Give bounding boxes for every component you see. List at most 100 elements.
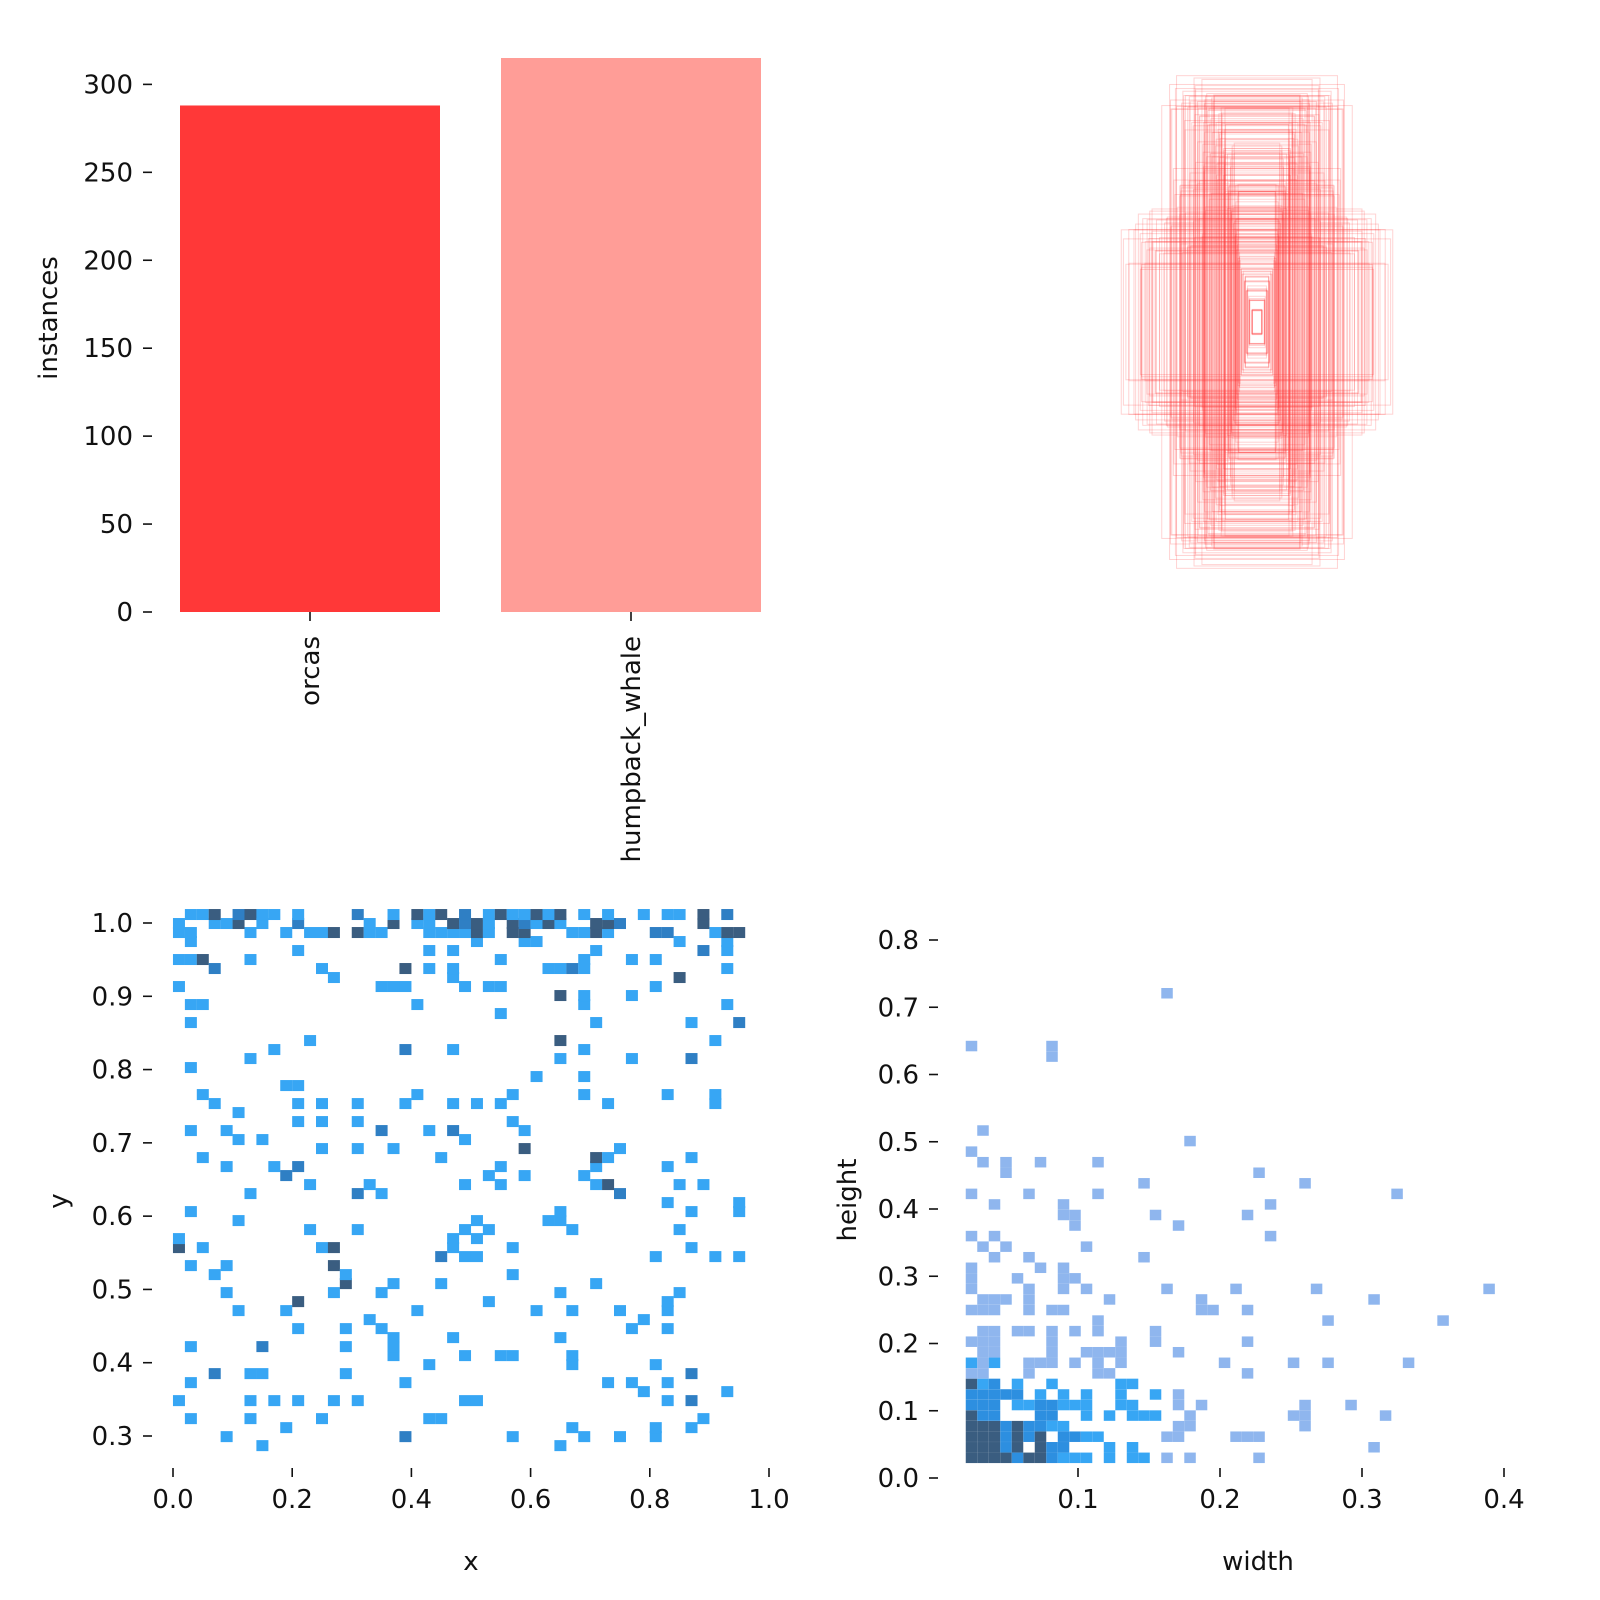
wh-heatmap-cell — [1172, 1399, 1185, 1411]
label-box — [1233, 152, 1281, 492]
wh-heatmap-cell — [1092, 1368, 1104, 1379]
wh-heatmap-cell — [1011, 1325, 1024, 1337]
wh-heatmap-cell — [1057, 1283, 1070, 1295]
xy-heatmap-cell — [721, 927, 734, 939]
wh-heatmap-cell — [1046, 1051, 1058, 1062]
xy-heatmap-cell — [625, 1323, 638, 1335]
xy-y-tick-label: 0.4 — [92, 1349, 133, 1379]
xy-heatmap-cell — [196, 954, 209, 966]
xy-heatmap-cell — [649, 1431, 662, 1443]
xy-x-axis-label: x — [463, 1547, 478, 1577]
wh-heatmap-cell — [1069, 1209, 1081, 1221]
label-box — [1248, 299, 1266, 345]
wh-heatmap-cell — [1023, 1283, 1035, 1295]
xy-heatmap-cell — [316, 1413, 328, 1425]
xy-heatmap-cell — [602, 1179, 615, 1191]
wh-heatmap-cell — [1023, 1294, 1035, 1305]
wh-heatmap-cell — [1184, 1420, 1196, 1432]
xy-heatmap-cell — [327, 972, 340, 984]
label-box — [1237, 243, 1277, 401]
xy-heatmap-cell — [363, 927, 376, 939]
wh-heatmap-cell — [988, 1346, 1001, 1358]
xy-heatmap-cell — [566, 1350, 579, 1362]
xy-heatmap-cell — [184, 1062, 197, 1074]
label-box — [1219, 168, 1295, 476]
label-box — [1204, 102, 1310, 542]
wh-heatmap-cell — [1207, 1304, 1219, 1316]
wh-heatmap-cell — [1264, 1230, 1277, 1242]
xy-heatmap-cell — [554, 963, 567, 975]
xy-heatmap-cell — [351, 1395, 364, 1407]
xy-heatmap-cell — [637, 1386, 650, 1398]
wh-heatmap-cell — [965, 1273, 978, 1284]
xy-heatmap-cell — [220, 1260, 233, 1272]
xy-heatmap-cell — [470, 1251, 483, 1263]
xy-heatmap-cell — [578, 1044, 591, 1056]
wh-heatmap-cell — [1034, 1399, 1047, 1411]
xy-heatmap-cell — [733, 1017, 746, 1029]
label-box — [1247, 288, 1267, 356]
wh-heatmap-cell — [1080, 1241, 1093, 1252]
xy-heatmap-cell — [447, 927, 460, 939]
xy-heatmap-cell — [280, 1305, 293, 1317]
xy-heatmap-cell — [685, 1242, 698, 1254]
label-box — [1246, 290, 1268, 354]
label-box — [1189, 172, 1325, 472]
wh-y-tick-label: 0.2 — [878, 1330, 919, 1360]
label-box — [1218, 157, 1296, 487]
wh-y-tick-label: 0.0 — [878, 1464, 919, 1494]
xy-heatmap-cell — [602, 1377, 615, 1389]
label-box — [1188, 96, 1326, 548]
label-box — [1193, 220, 1321, 424]
wh-heatmap-cell — [988, 1294, 1001, 1305]
xy-heatmap-cell — [554, 909, 567, 921]
xy-heatmap-cell — [566, 1422, 579, 1434]
xy-heatmap-cell — [316, 963, 328, 975]
label-box — [1195, 88, 1319, 556]
xy-heatmap-cell — [590, 1161, 603, 1173]
xy-heatmap-cell — [387, 981, 400, 993]
xy-heatmap-cell — [542, 918, 555, 930]
label-box — [1199, 115, 1315, 529]
xy-heatmap-cell — [506, 1242, 519, 1254]
wh-heatmap-cell — [1299, 1178, 1311, 1189]
label-box — [1140, 266, 1374, 378]
xy-heatmap-cell — [172, 981, 185, 993]
label-box — [1154, 250, 1360, 394]
xy-heatmap-cell — [351, 1116, 364, 1128]
xy-heatmap-cell — [327, 927, 340, 939]
xy-heatmap-cell — [685, 1017, 698, 1029]
wh-heatmap-cell — [1034, 1442, 1047, 1453]
wh-heatmap-cell — [1080, 1431, 1093, 1442]
label-box — [1201, 236, 1313, 408]
xy-heatmap-cell — [494, 954, 507, 966]
xy-heatmap-cell — [196, 1089, 209, 1101]
label-box — [1239, 251, 1275, 393]
label-box — [1231, 145, 1283, 499]
xy-heatmap-cell — [494, 1008, 507, 1020]
wh-heatmap-cell — [1172, 1420, 1185, 1432]
label-box — [1224, 190, 1290, 454]
wh-heatmap-cell — [1092, 1431, 1104, 1442]
label-box — [1251, 310, 1263, 334]
label-box — [1208, 193, 1306, 451]
xy-heatmap-cell — [184, 1260, 197, 1272]
wh-heatmap-cell — [1011, 1442, 1024, 1453]
wh-heatmap-cell — [965, 1336, 978, 1347]
label-box — [1232, 223, 1282, 421]
xy-heatmap-cell — [339, 1368, 352, 1380]
xy-heatmap-cell — [327, 1287, 340, 1299]
wh-heatmap-cell — [1126, 1452, 1139, 1464]
wh-heatmap-cell — [1126, 1410, 1139, 1421]
label-box — [1240, 268, 1274, 376]
label-box — [1218, 113, 1296, 531]
wh-x-tick-label: 0.2 — [1199, 1485, 1240, 1515]
label-box — [1235, 239, 1279, 405]
wh-heatmap-cell — [1161, 988, 1173, 999]
label-box — [1226, 153, 1288, 491]
label-box — [1180, 184, 1334, 460]
xy-heatmap-cell — [709, 1251, 722, 1263]
xy-heatmap-cell — [709, 1035, 722, 1047]
label-box — [1244, 280, 1270, 364]
wh-heatmap-cell — [977, 1357, 989, 1369]
